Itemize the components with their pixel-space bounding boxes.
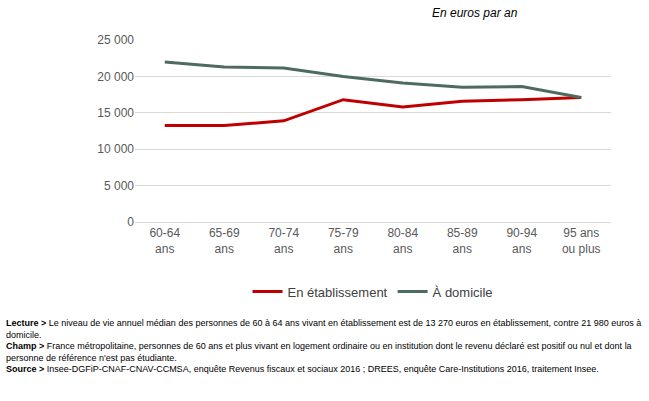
- html-text:Champ > France métropolitaine,: Champ > France métropolitaine, personnes…: [6, 341, 632, 363]
- svg-text:10 000: 10 000: [97, 142, 134, 156]
- svg-text:65-69ans: 65-69ans: [209, 226, 240, 256]
- svg-text:95 ansou plus: 95 ansou plus: [562, 226, 601, 256]
- svg-text:En établissement: En établissement: [288, 285, 388, 300]
- svg-text:75-79ans: 75-79ans: [328, 226, 359, 256]
- svg-text:20 000: 20 000: [97, 70, 134, 84]
- svg-text:5 000: 5 000: [104, 179, 134, 193]
- svg-text:15 000: 15 000: [97, 106, 134, 120]
- svg-text:70-74ans: 70-74ans: [268, 226, 299, 256]
- svg-text:25 000: 25 000: [97, 33, 134, 47]
- svg-text:85-89ans: 85-89ans: [447, 226, 478, 256]
- html-text:Source > Insee-DGFiP-CNAF-CNAV: Source > Insee-DGFiP-CNAF-CNAV-CCMSA, en…: [6, 364, 599, 374]
- svg-text:90-94ans: 90-94ans: [506, 226, 537, 256]
- svg-text:En euros par an: En euros par an: [432, 6, 518, 20]
- html-text:Lecture > Le niveau de vie ann: Lecture > Le niveau de vie annuel médian…: [6, 318, 642, 340]
- svg-text:60-64ans: 60-64ans: [149, 226, 180, 256]
- svg-text:À domicile: À domicile: [433, 285, 493, 300]
- svg-text:80-84ans: 80-84ans: [387, 226, 418, 256]
- svg-text:0: 0: [127, 215, 134, 229]
